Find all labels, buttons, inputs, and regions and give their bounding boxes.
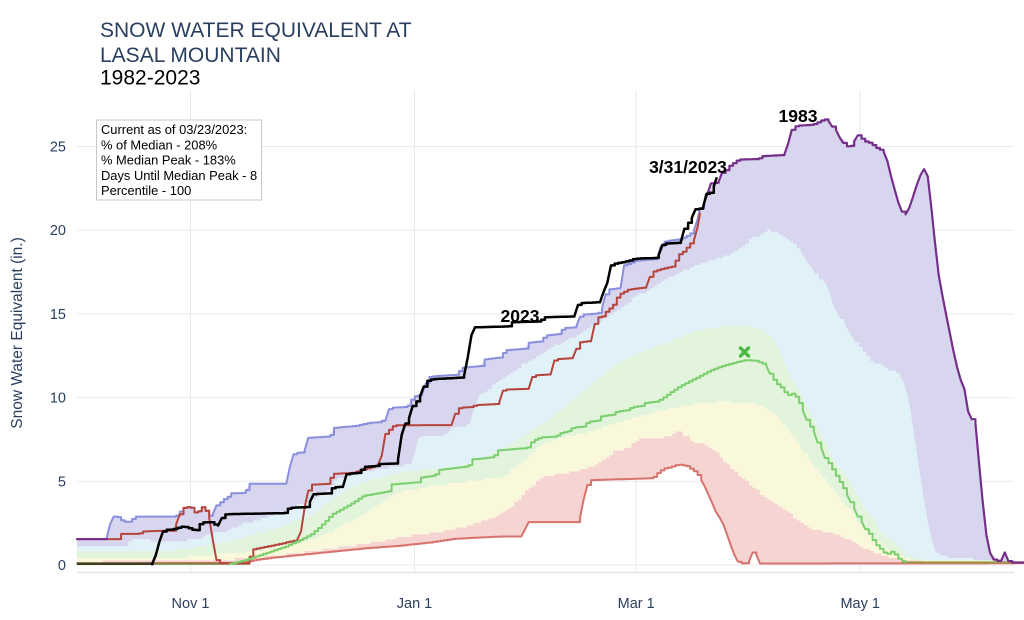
svg-text:25: 25 [50, 140, 66, 156]
svg-text:0: 0 [58, 558, 66, 574]
svg-text:1983: 1983 [779, 106, 818, 126]
svg-text:15: 15 [50, 307, 66, 323]
svg-text:Nov 1: Nov 1 [172, 596, 210, 612]
svg-text:May 1: May 1 [840, 596, 880, 612]
svg-text:Days Until Median Peak - 8: Days Until Median Peak - 8 [101, 168, 257, 183]
svg-text:Current as of 03/23/2023:: Current as of 03/23/2023: [101, 122, 247, 137]
svg-text:20: 20 [50, 223, 66, 239]
svg-text:Mar 1: Mar 1 [618, 596, 655, 612]
svg-text:5: 5 [58, 474, 66, 490]
svg-text:LASAL MOUNTAIN: LASAL MOUNTAIN [100, 44, 281, 67]
svg-text:2023: 2023 [501, 306, 540, 326]
svg-text:Jan 1: Jan 1 [397, 596, 432, 612]
svg-text:Percentile - 100: Percentile - 100 [101, 183, 191, 198]
svg-text:Snow Water Equivalent (in.): Snow Water Equivalent (in.) [9, 237, 26, 429]
svg-text:3/31/2023: 3/31/2023 [649, 157, 727, 177]
svg-text:% of Median - 208%: % of Median - 208% [101, 137, 217, 152]
svg-text:% Median Peak - 183%: % Median Peak - 183% [101, 153, 236, 168]
svg-text:SNOW WATER EQUIVALENT AT: SNOW WATER EQUIVALENT AT [100, 19, 412, 42]
svg-text:1982-2023: 1982-2023 [100, 67, 200, 90]
svg-text:10: 10 [50, 391, 66, 407]
